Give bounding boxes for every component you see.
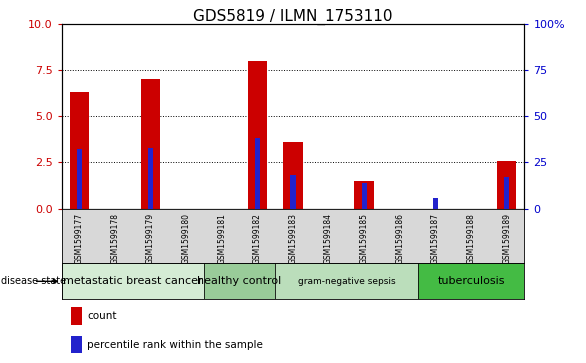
Bar (148, 148, 153, 209)
Text: tuberculosis: tuberculosis (437, 276, 505, 286)
Text: GSM1599185: GSM1599185 (360, 213, 369, 264)
Bar (275, 263, 418, 299)
Bar (71, 307, 83, 325)
Text: healthy control: healthy control (197, 276, 282, 286)
Bar (418, 263, 524, 299)
Text: count: count (87, 311, 117, 321)
Text: GSM1599188: GSM1599188 (466, 213, 476, 264)
Bar (71, 336, 83, 354)
Text: GSM1599183: GSM1599183 (288, 213, 298, 264)
Text: GSM1599187: GSM1599187 (431, 213, 440, 264)
Bar (248, 61, 267, 209)
Text: GSM1599180: GSM1599180 (182, 213, 190, 264)
Text: disease state: disease state (1, 276, 66, 286)
Text: GSM1599186: GSM1599186 (396, 213, 404, 264)
Text: metastatic breast cancer: metastatic breast cancer (63, 276, 203, 286)
Text: GDS5819 / ILMN_1753110: GDS5819 / ILMN_1753110 (193, 9, 393, 25)
Bar (355, 181, 374, 209)
Bar (204, 263, 275, 299)
Text: GSM1599177: GSM1599177 (75, 213, 84, 264)
Bar (141, 79, 161, 209)
Bar (504, 177, 509, 209)
Text: GSM1599184: GSM1599184 (324, 213, 333, 264)
Text: GSM1599178: GSM1599178 (110, 213, 120, 264)
Bar (70, 92, 89, 209)
Text: gram-negative sepsis: gram-negative sepsis (298, 277, 395, 286)
Bar (77, 150, 82, 209)
Bar (290, 175, 296, 209)
Bar (62, 263, 204, 299)
Text: GSM1599179: GSM1599179 (146, 213, 155, 264)
Text: percentile rank within the sample: percentile rank within the sample (87, 339, 263, 350)
Text: GSM1599189: GSM1599189 (502, 213, 511, 264)
Bar (433, 197, 438, 209)
Text: GSM1599182: GSM1599182 (253, 213, 262, 264)
Bar (497, 160, 516, 209)
Bar (283, 142, 303, 209)
Bar (362, 183, 367, 209)
Bar (255, 138, 260, 209)
Text: GSM1599181: GSM1599181 (217, 213, 226, 264)
